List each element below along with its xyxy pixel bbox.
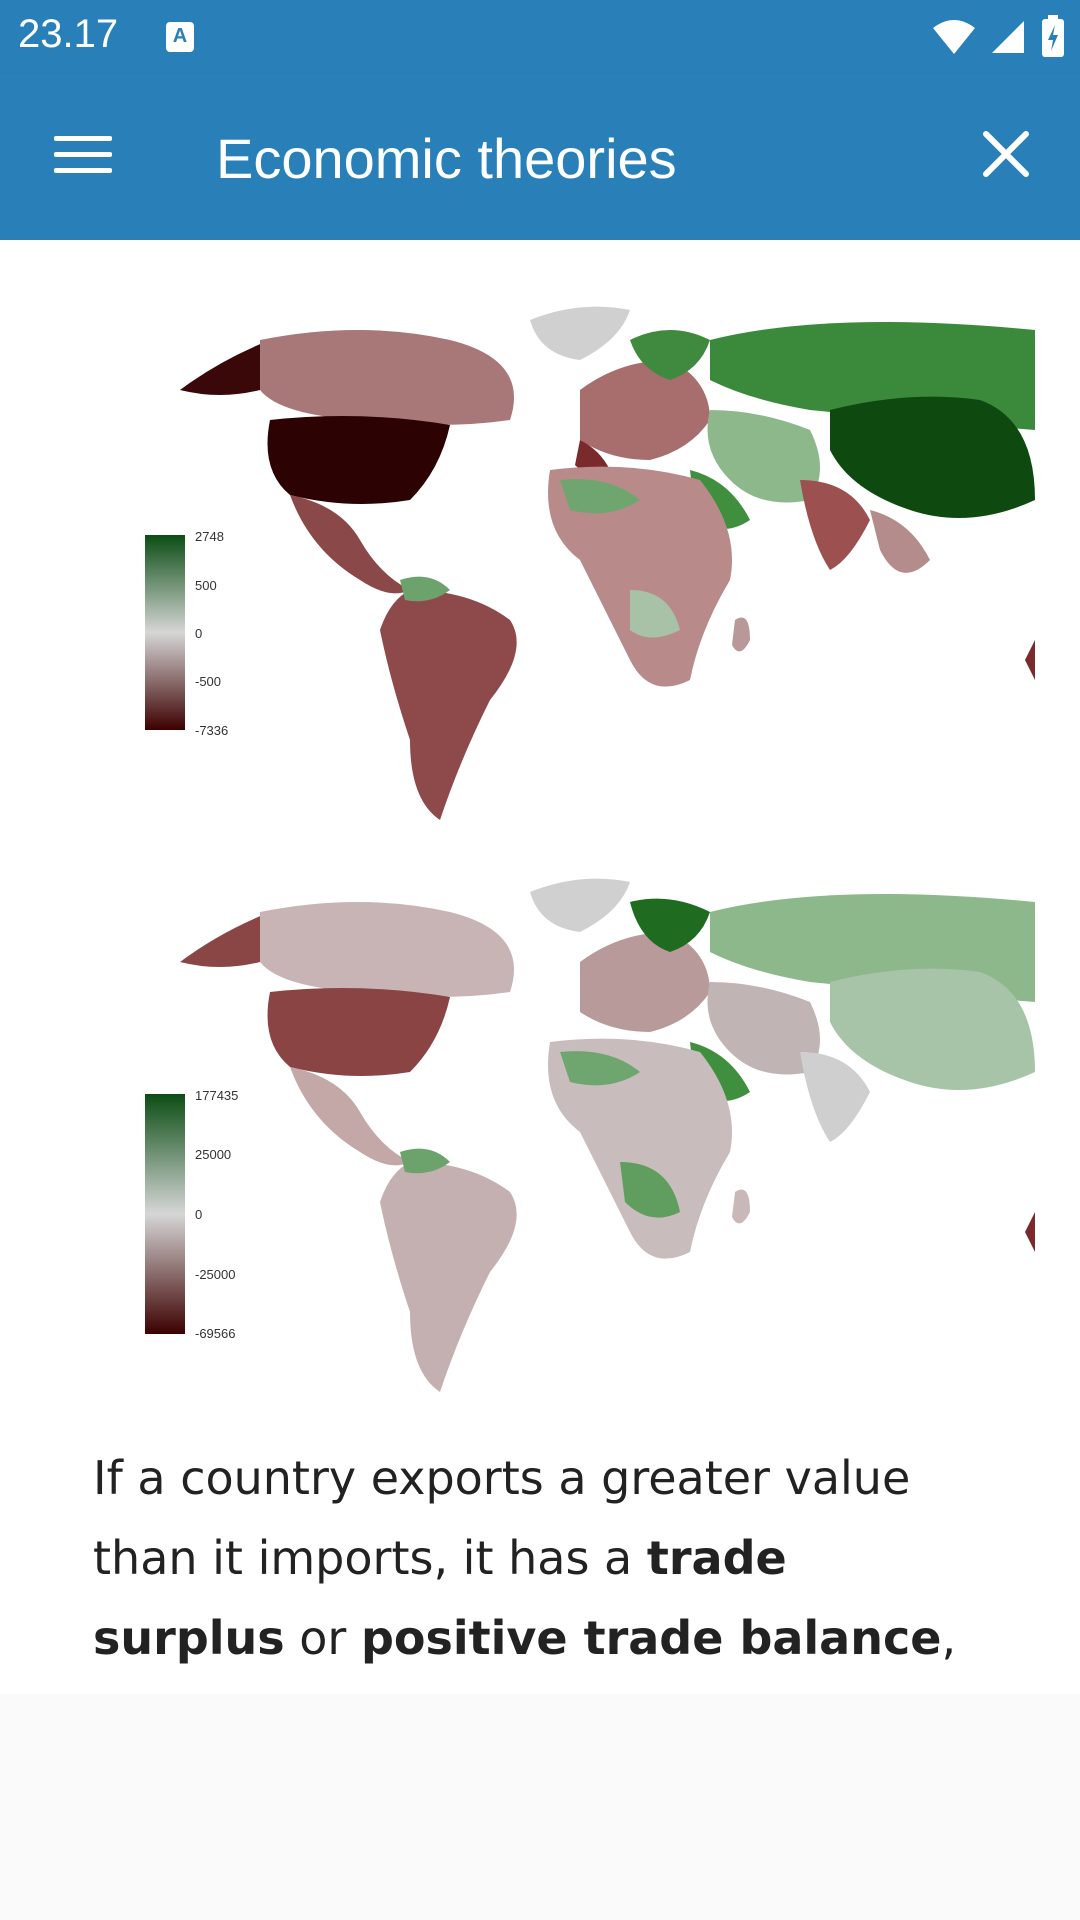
legend-tick: 0	[195, 626, 202, 641]
legend-tick: -500	[195, 674, 221, 689]
signal-icon	[992, 21, 1024, 53]
status-bar: 23.17 A	[0, 0, 1080, 74]
app-bar: Economic theories	[0, 74, 1080, 240]
paragraph-text: , and conversely, if a country	[93, 1611, 957, 1694]
article-paragraph: If a country exports a greater value tha…	[93, 1438, 993, 1694]
battery-charging-icon	[1042, 15, 1064, 57]
page-title: Economic theories	[216, 127, 677, 190]
legend-tick: -25000	[195, 1267, 235, 1282]
term-positive-trade-balance: positive trade balance	[360, 1611, 942, 1665]
footer-area	[0, 1694, 1080, 1920]
paragraph-text: or	[284, 1611, 361, 1665]
article-content: 2748 500 0 -500 -7336	[0, 240, 1080, 1694]
status-time: 23.17	[18, 12, 119, 56]
close-icon[interactable]	[978, 126, 1034, 182]
legend-tick: -69566	[195, 1326, 235, 1341]
world-map-image: 177435 25000 0 -25000 -69566	[145, 878, 1035, 1392]
term-trade-surplus: trade surplus	[93, 1531, 787, 1665]
legend-tick: 177435	[195, 1088, 238, 1103]
legend-tick: 0	[195, 1207, 202, 1222]
world-map-image: 2748 500 0 -500 -7336	[145, 306, 1035, 820]
trade-balance-map-1: 2748 500 0 -500 -7336	[110, 300, 1035, 840]
status-icons	[932, 14, 1066, 60]
wifi-icon	[933, 20, 975, 54]
hamburger-menu-icon[interactable]	[54, 132, 112, 180]
legend-tick: 25000	[195, 1147, 231, 1162]
paragraph-text: If a country exports a greater value tha…	[93, 1451, 911, 1585]
legend-tick: 2748	[195, 529, 224, 544]
legend-tick: 500	[195, 578, 217, 593]
trade-balance-map-2: 177435 25000 0 -25000 -69566	[110, 872, 1035, 1412]
a-notification-icon: A	[166, 22, 194, 52]
legend-tick: -7336	[195, 723, 228, 738]
